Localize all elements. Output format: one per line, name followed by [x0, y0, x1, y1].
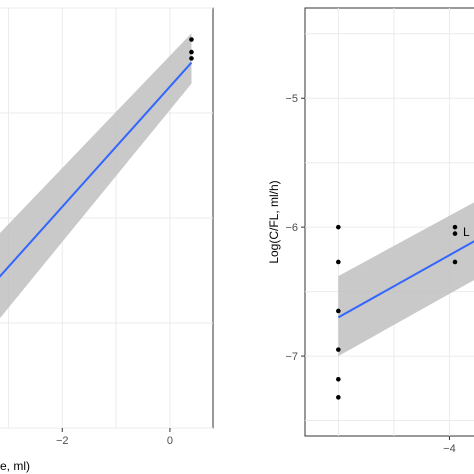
- right-data-point: [452, 259, 458, 265]
- left-band-shape: [0, 33, 192, 319]
- right-fit-line: [337, 240, 474, 319]
- left-data-points: [189, 37, 194, 61]
- left-data-point: [189, 37, 194, 42]
- right-partial-label: L: [463, 225, 470, 239]
- left-x-axis-title: me, ml): [0, 459, 30, 473]
- right-data-point: [452, 231, 458, 236]
- right-x-ticks: −4: [443, 436, 456, 455]
- left-confidence-band: [0, 33, 192, 319]
- right-x-tick-label: −4: [443, 443, 456, 455]
- right-y-tick-label: −5: [285, 93, 298, 105]
- right-data-point: [452, 224, 458, 230]
- right-data-point: [336, 308, 341, 314]
- right-y-tick-label: −7: [285, 351, 298, 363]
- right-y-ticks: −7 −6 −5: [285, 93, 305, 363]
- left-panel: −2 0 me, ml): [0, 7, 214, 473]
- left-x-ticks: −2 0: [56, 428, 173, 447]
- right-data-point: [336, 395, 341, 400]
- right-gridlines: [305, 8, 474, 436]
- right-data-point: [336, 347, 341, 352]
- left-x-tick-label: −2: [56, 435, 69, 447]
- left-x-tick-label: 0: [167, 435, 173, 447]
- left-fit-line-segment: [0, 61, 193, 278]
- right-data-point: [336, 376, 341, 382]
- right-data-points: [336, 224, 458, 400]
- right-data-point: [336, 259, 341, 265]
- right-panel: −4 −7 −6 −5 Log(C/FL, ml/h) L: [267, 7, 474, 455]
- right-fit-line-segment: [337, 240, 474, 319]
- right-data-point: [336, 224, 341, 230]
- left-data-point: [189, 49, 194, 55]
- right-y-tick-label: −6: [285, 222, 298, 234]
- left-data-point: [189, 56, 194, 61]
- left-fit-line: [0, 61, 193, 278]
- right-y-axis-title: Log(C/FL, ml/h): [267, 180, 281, 263]
